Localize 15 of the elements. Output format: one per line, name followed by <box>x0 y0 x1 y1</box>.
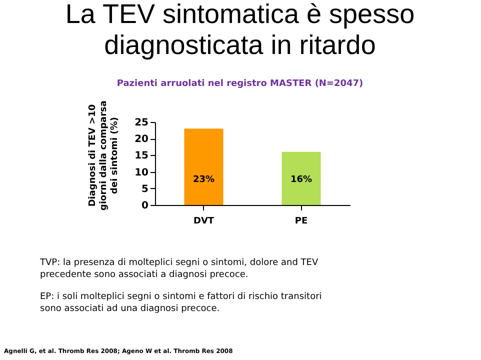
y-tick-label: 20 <box>134 134 149 146</box>
y-tick-label: 5 <box>142 184 149 195</box>
text: TVP: la presenza di molteplici segni o sintomi, dolore and TEV precedente sono associati a diagnosi precoce. <box>39 258 319 280</box>
x-tick-label: DVT <box>193 216 215 226</box>
y-tick-label: 15 <box>134 150 149 162</box>
y-axis-title: Diagnosi di TEV >10 giorni dalla comparsa dei sintomi (%) <box>88 100 120 210</box>
data-label: 23% <box>192 175 215 185</box>
data-label: 16% <box>290 175 312 185</box>
y-tick-label: 10 <box>134 167 149 178</box>
chart-title: La TEV sintomatica è spesso diagnosticata in ritardo <box>65 0 415 60</box>
y-tick-label: 0 <box>142 200 149 212</box>
text: EP: i soli molteplici segni o sintomi e fattori di rischio transitori sono associati ad una diagnosi precoce. <box>40 292 322 314</box>
chart-subtitle: Pazienti arruolati nel registro MASTER (N=2047) <box>116 79 364 89</box>
y-tick-label: 25 <box>134 118 149 128</box>
x-tick-label: PE <box>294 216 308 226</box>
